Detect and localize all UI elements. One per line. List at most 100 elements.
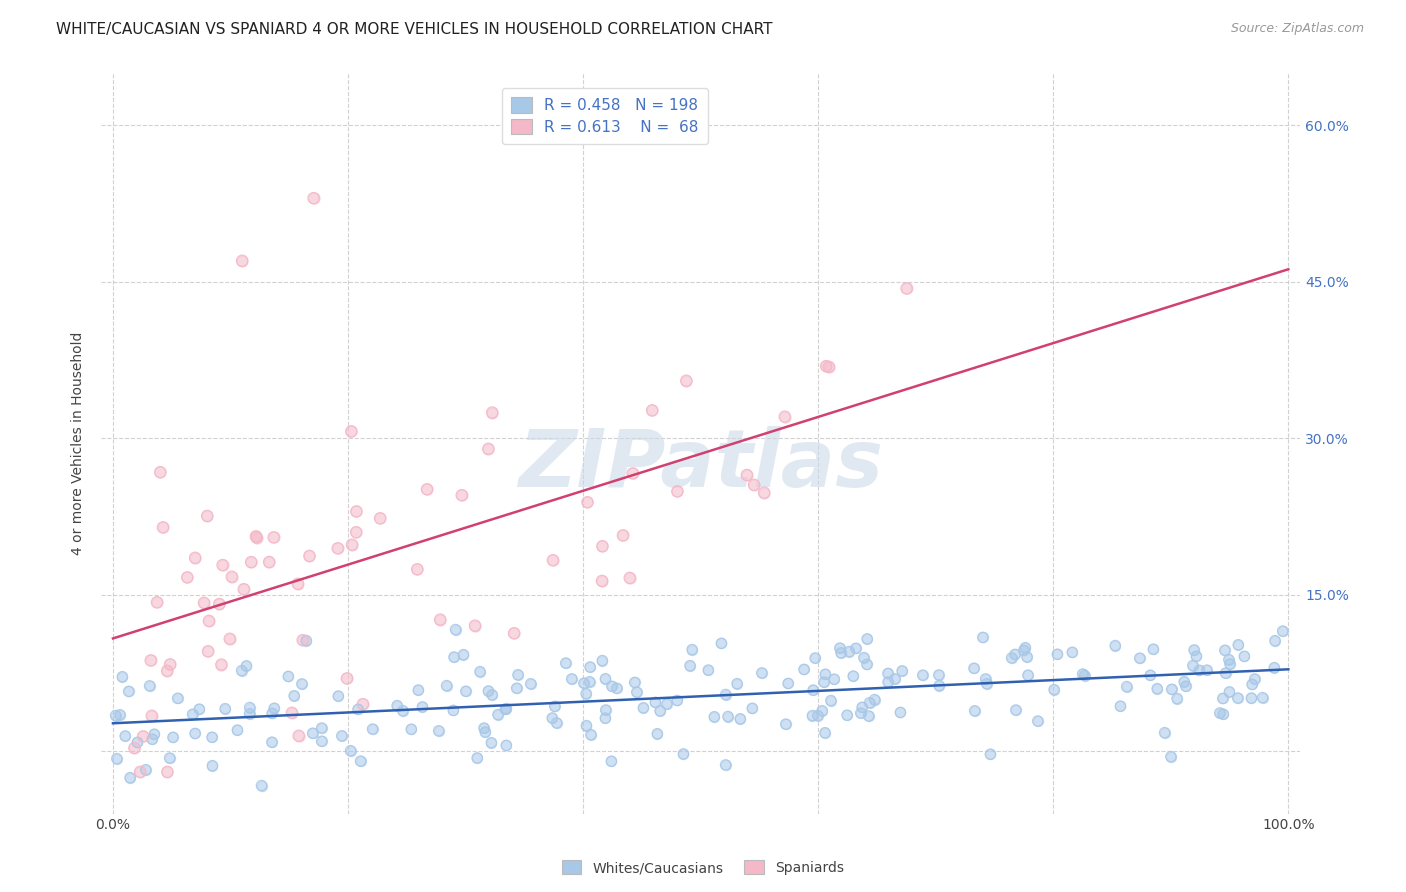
- Point: [346, 504, 368, 518]
- Point: [858, 696, 880, 710]
- Point: [928, 679, 950, 693]
- Point: [606, 681, 628, 696]
- Point: [347, 702, 370, 716]
- Point: [807, 708, 830, 723]
- Point: [201, 730, 224, 744]
- Point: [1209, 706, 1232, 720]
- Point: [221, 570, 243, 584]
- Point: [666, 484, 689, 499]
- Point: [849, 706, 872, 720]
- Point: [1251, 690, 1274, 705]
- Point: [633, 700, 655, 714]
- Point: [1142, 642, 1164, 657]
- Point: [852, 650, 875, 665]
- Point: [436, 679, 458, 693]
- Point: [120, 771, 142, 785]
- Point: [1227, 638, 1250, 652]
- Point: [114, 729, 136, 743]
- Point: [1212, 691, 1234, 706]
- Point: [1173, 674, 1195, 689]
- Point: [1213, 643, 1236, 657]
- Point: [506, 667, 529, 681]
- Point: [283, 689, 305, 703]
- Point: [595, 703, 617, 717]
- Point: [245, 531, 267, 545]
- Point: [775, 717, 797, 731]
- Point: [828, 641, 851, 656]
- Point: [813, 675, 835, 690]
- Point: [149, 465, 172, 479]
- Point: [326, 541, 349, 556]
- Point: [472, 721, 495, 735]
- Point: [232, 582, 254, 597]
- Point: [146, 595, 169, 609]
- Point: [1181, 658, 1204, 673]
- Point: [974, 672, 997, 686]
- Point: [1043, 682, 1066, 697]
- Point: [486, 707, 509, 722]
- Point: [411, 699, 433, 714]
- Point: [807, 708, 830, 723]
- Point: [139, 653, 162, 667]
- Point: [1263, 660, 1285, 674]
- Point: [340, 538, 363, 552]
- Point: [344, 525, 367, 540]
- Point: [889, 706, 911, 720]
- Point: [361, 722, 384, 736]
- Point: [197, 644, 219, 658]
- Point: [619, 571, 641, 585]
- Point: [198, 614, 221, 628]
- Point: [1181, 658, 1204, 673]
- Point: [450, 488, 472, 502]
- Point: [176, 570, 198, 584]
- Point: [104, 708, 127, 723]
- Point: [443, 650, 465, 665]
- Point: [118, 684, 141, 698]
- Point: [1160, 682, 1182, 697]
- Point: [849, 706, 872, 720]
- Point: [235, 658, 257, 673]
- Point: [815, 359, 838, 373]
- Point: [1233, 649, 1256, 664]
- Point: [226, 723, 249, 738]
- Point: [1271, 624, 1294, 639]
- Point: [1146, 681, 1168, 696]
- Point: [298, 549, 321, 563]
- Point: [775, 717, 797, 731]
- Point: [1243, 672, 1265, 686]
- Point: [479, 736, 502, 750]
- Point: [385, 698, 408, 713]
- Point: [1026, 714, 1049, 728]
- Point: [600, 679, 623, 693]
- Point: [544, 699, 567, 714]
- Point: [714, 688, 737, 702]
- Point: [1160, 682, 1182, 697]
- Point: [453, 648, 475, 662]
- Point: [135, 763, 157, 777]
- Point: [436, 679, 458, 693]
- Point: [1215, 666, 1237, 681]
- Point: [159, 657, 181, 672]
- Point: [641, 403, 664, 417]
- Point: [752, 485, 775, 500]
- Point: [159, 751, 181, 765]
- Point: [1226, 691, 1249, 706]
- Point: [972, 631, 994, 645]
- Point: [877, 666, 900, 681]
- Point: [1195, 663, 1218, 677]
- Point: [595, 672, 617, 686]
- Point: [124, 740, 146, 755]
- Point: [408, 683, 430, 698]
- Point: [1012, 643, 1035, 657]
- Point: [1264, 633, 1286, 648]
- Point: [595, 711, 617, 725]
- Point: [245, 531, 267, 545]
- Point: [301, 726, 323, 740]
- Text: Source: ZipAtlas.com: Source: ZipAtlas.com: [1230, 22, 1364, 36]
- Point: [138, 679, 160, 693]
- Point: [277, 669, 299, 683]
- Point: [1153, 725, 1175, 739]
- Point: [481, 405, 503, 419]
- Point: [176, 570, 198, 584]
- Point: [619, 571, 641, 585]
